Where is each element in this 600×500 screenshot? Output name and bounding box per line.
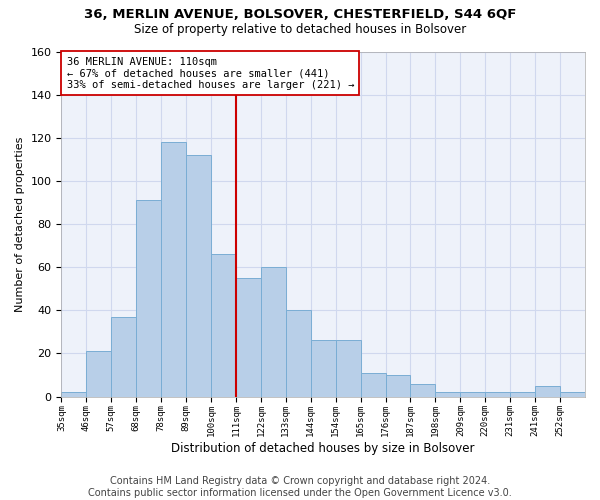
Bar	[86, 352, 111, 397]
Bar	[460, 392, 485, 396]
Bar	[436, 392, 460, 396]
Bar	[161, 142, 186, 397]
Bar	[311, 340, 335, 396]
Y-axis label: Number of detached properties: Number of detached properties	[15, 136, 25, 312]
Bar	[535, 386, 560, 396]
Bar	[386, 375, 410, 396]
Bar	[485, 392, 510, 396]
Bar	[136, 200, 161, 396]
Bar	[236, 278, 261, 396]
Bar	[560, 392, 585, 396]
Bar	[286, 310, 311, 396]
Text: Size of property relative to detached houses in Bolsover: Size of property relative to detached ho…	[134, 22, 466, 36]
Bar	[335, 340, 361, 396]
Bar	[211, 254, 236, 396]
Bar	[361, 373, 386, 396]
Text: 36 MERLIN AVENUE: 110sqm
← 67% of detached houses are smaller (441)
33% of semi-: 36 MERLIN AVENUE: 110sqm ← 67% of detach…	[67, 56, 354, 90]
Text: Contains HM Land Registry data © Crown copyright and database right 2024.
Contai: Contains HM Land Registry data © Crown c…	[88, 476, 512, 498]
Bar	[111, 317, 136, 396]
Bar	[510, 392, 535, 396]
Bar	[410, 384, 436, 396]
Text: 36, MERLIN AVENUE, BOLSOVER, CHESTERFIELD, S44 6QF: 36, MERLIN AVENUE, BOLSOVER, CHESTERFIEL…	[84, 8, 516, 20]
Bar	[61, 392, 86, 396]
X-axis label: Distribution of detached houses by size in Bolsover: Distribution of detached houses by size …	[172, 442, 475, 455]
Bar	[261, 267, 286, 396]
Bar	[186, 155, 211, 396]
